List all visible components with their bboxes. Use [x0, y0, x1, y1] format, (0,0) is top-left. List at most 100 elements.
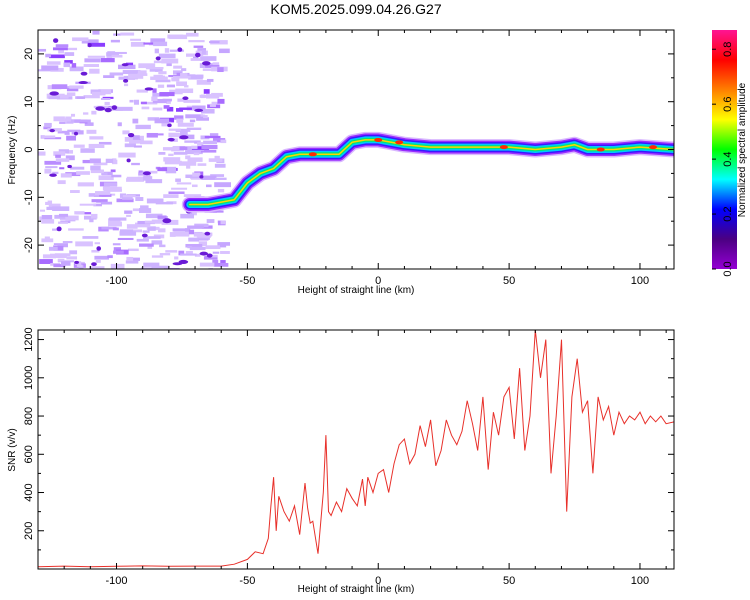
heatmap-cell — [157, 215, 167, 219]
heatmap-cell — [92, 30, 100, 35]
heatmap-peak — [121, 63, 129, 67]
heatmap-cell — [187, 211, 197, 216]
heatmap-cell — [66, 92, 76, 96]
heatmap-cell — [163, 105, 170, 109]
heatmap-cell — [44, 122, 52, 128]
heatmap-cell — [65, 155, 75, 161]
heatmap-cell — [53, 243, 68, 248]
heatmap-cell — [64, 118, 71, 122]
x-tick-label: -100 — [106, 575, 128, 587]
heatmap-cell — [157, 167, 168, 172]
heatmap-peak — [202, 61, 211, 66]
heatmap-cell — [177, 98, 188, 102]
heatmap-cell — [39, 209, 45, 212]
colorbar-label: Normalized spectral amplitude — [737, 82, 748, 217]
heatmap-cell — [140, 140, 153, 145]
heatmap-cell — [116, 198, 134, 203]
heatmap-cell — [95, 260, 101, 263]
heatmap-cell — [209, 41, 220, 44]
heatmap-cell — [90, 169, 104, 174]
heatmap-cell — [59, 121, 66, 124]
heatmap-cell — [152, 107, 163, 111]
heatmap-cell — [51, 84, 68, 90]
heatmap-cell — [68, 228, 84, 231]
heatmap-cell — [38, 151, 46, 156]
heatmap-cell — [219, 48, 230, 54]
heatmap-cell — [129, 139, 143, 144]
heatmap-peak — [144, 87, 154, 91]
heatmap-cell — [76, 171, 90, 175]
heatmap-cell — [93, 193, 112, 197]
colorbar-ticks: 0.0 0.2 0.4 0.6 0.8 — [712, 42, 734, 277]
heatmap-cell — [79, 203, 97, 206]
heatmap-cell — [55, 158, 70, 162]
heatmap-cell — [71, 63, 77, 68]
heatmap-peak — [162, 218, 172, 224]
heatmap-cell — [69, 66, 84, 72]
heatmap-cell — [57, 180, 66, 185]
heatmap-cell — [176, 81, 188, 87]
heatmap-cell — [89, 136, 104, 140]
colorbar-tick-label: 0.2 — [722, 206, 734, 221]
snr-y-ticks: 200 400 600 800 1000 1200 — [23, 327, 674, 551]
heatmap-cell — [83, 64, 100, 67]
heatmap-cell — [110, 39, 120, 43]
heatmap-cell — [192, 105, 206, 110]
y-tick-label: 10 — [23, 96, 35, 108]
heatmap-cell — [214, 177, 227, 180]
heatmap-cell — [41, 135, 56, 139]
heatmap-cell — [217, 188, 225, 193]
ridge-layer — [189, 139, 674, 206]
heatmap-cell — [197, 142, 204, 146]
heatmap-cell — [88, 193, 100, 197]
heatmap-cell — [187, 225, 204, 229]
heatmap-cell — [129, 135, 140, 140]
heatmap-cell — [136, 238, 149, 242]
heatmap-cell — [122, 196, 133, 200]
heatmap-cell — [66, 86, 79, 92]
heatmap-peak — [204, 231, 211, 236]
heatmap-cell — [107, 51, 116, 56]
heatmap-cell — [155, 79, 171, 83]
heatmap-peak — [179, 135, 189, 140]
heatmap-cell — [192, 172, 201, 177]
heatmap-cell — [186, 127, 202, 130]
heatmap-cell — [180, 253, 197, 256]
heatmap-cell — [46, 206, 61, 211]
heatmap-cell — [142, 236, 161, 239]
heatmap-peak — [126, 158, 131, 163]
heatmap-cell — [203, 256, 218, 260]
heatmap-cell — [84, 122, 94, 126]
spectrogram-x-ticks: -100 -50 0 50 100 — [37, 30, 667, 287]
heatmap-cell — [154, 38, 164, 42]
heatmap-cell — [107, 255, 113, 259]
heatmap-cell — [169, 232, 176, 237]
heatmap-cell — [90, 165, 101, 171]
heatmap-cell — [104, 101, 110, 106]
heatmap-cell — [138, 208, 152, 213]
heatmap-cell — [76, 96, 86, 99]
spectrogram-y-ticks: -20 -10 0 10 20 — [23, 29, 674, 270]
heatmap-cell — [220, 139, 227, 144]
heatmap-cell — [84, 58, 101, 63]
heatmap-cell — [87, 55, 106, 58]
heatmap-cell — [105, 158, 114, 163]
heatmap-cell — [64, 60, 73, 64]
heatmap-cell — [178, 161, 197, 166]
y-tick-label: 1000 — [23, 366, 35, 390]
x-tick-label: 50 — [503, 575, 515, 587]
heatmap-peak — [74, 260, 79, 264]
heatmap-cell — [49, 253, 67, 258]
heatmap-cell — [66, 135, 77, 141]
heatmap-cell — [143, 42, 156, 45]
heatmap-cell — [64, 132, 70, 135]
heatmap-cell — [86, 129, 97, 134]
heatmap-cell — [132, 118, 139, 124]
heatmap-cell — [172, 228, 191, 232]
heatmap-cell — [87, 42, 106, 47]
heatmap-peak — [80, 71, 88, 76]
heatmap-cell — [76, 264, 83, 267]
heatmap-cell — [69, 85, 84, 89]
heatmap-cell — [206, 78, 214, 82]
